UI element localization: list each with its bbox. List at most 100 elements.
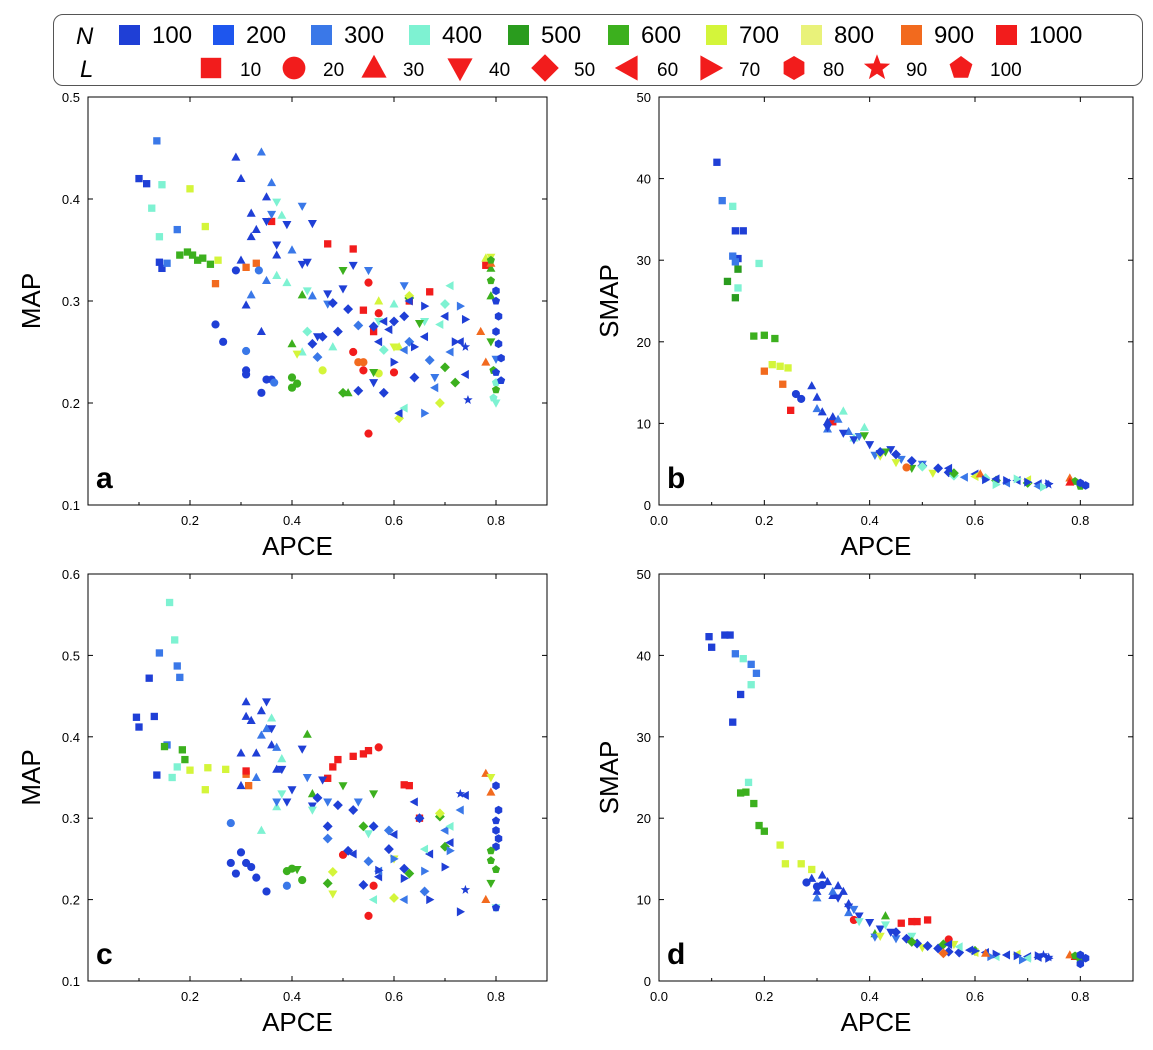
data-point xyxy=(424,849,434,859)
data-point xyxy=(426,895,435,905)
data-point xyxy=(880,921,890,930)
data-point xyxy=(142,180,151,188)
data-point xyxy=(736,789,745,797)
data-point xyxy=(1024,477,1033,487)
data-point xyxy=(327,298,338,308)
legend-n-swatch xyxy=(213,25,234,45)
data-point xyxy=(807,381,817,390)
data-point xyxy=(363,830,374,839)
plot-frame xyxy=(87,573,548,982)
data-point xyxy=(302,326,313,337)
data-point xyxy=(302,287,312,296)
data-point xyxy=(823,417,833,426)
data-point xyxy=(359,358,368,367)
y-tick-label: 0.6 xyxy=(62,567,80,582)
data-point xyxy=(419,844,429,854)
legend-n-swatch xyxy=(801,25,822,45)
data-point xyxy=(812,392,822,401)
legend-triangle-left-icon xyxy=(614,55,638,81)
data-point xyxy=(445,821,454,831)
data-point xyxy=(389,829,398,839)
data-point xyxy=(497,353,505,363)
data-point xyxy=(721,631,729,639)
data-point xyxy=(492,826,500,835)
data-point xyxy=(734,284,742,292)
chart-panel-a: 0.2 0.4 0.6 0.8 0.1 0.2 0.3 0.4 0.5 APCE MAP a xyxy=(0,90,576,575)
data-point xyxy=(865,441,875,450)
data-point xyxy=(353,798,363,807)
data-point xyxy=(823,876,833,886)
data-point xyxy=(817,407,827,416)
data-point xyxy=(781,860,790,868)
data-point xyxy=(329,763,337,771)
data-point xyxy=(318,366,327,375)
data-point xyxy=(153,137,161,145)
data-point xyxy=(838,429,848,438)
data-point xyxy=(277,765,287,775)
x-tick-label: 0.6 xyxy=(966,989,984,1004)
legend-circle-icon xyxy=(282,56,306,80)
x-tick-label: 0.2 xyxy=(755,513,773,528)
data-point xyxy=(242,767,250,775)
legend-n-swatch xyxy=(311,25,332,45)
legend-square-icon xyxy=(200,57,222,79)
data-point xyxy=(328,890,338,899)
data-point xyxy=(1065,477,1075,486)
data-point xyxy=(928,469,938,478)
data-point xyxy=(948,468,959,479)
data-point xyxy=(943,463,953,473)
data-point xyxy=(160,742,169,751)
data-point xyxy=(252,259,260,267)
data-point xyxy=(812,893,822,902)
legend-n-label-300: 300 xyxy=(344,22,384,49)
data-point xyxy=(267,740,277,749)
data-point xyxy=(833,414,843,423)
data-point xyxy=(797,860,805,868)
data-point xyxy=(368,895,378,905)
data-point xyxy=(779,380,787,388)
data-point xyxy=(421,408,430,418)
plot-frame xyxy=(87,96,548,506)
data-point xyxy=(389,299,399,308)
data-point xyxy=(450,377,461,388)
x-axis-label: APCE xyxy=(262,531,333,561)
data-point xyxy=(287,245,297,254)
chart-panel-b: 0.0 0.2 0.4 0.6 0.8 0 10 20 30 40 50 APCE SMAP b xyxy=(576,90,1153,575)
data-point xyxy=(272,798,282,807)
data-point xyxy=(272,241,282,250)
y-tick-label: 10 xyxy=(637,416,651,431)
y-tick-label: 0.1 xyxy=(62,974,80,989)
data-point xyxy=(494,339,503,349)
legend-box: N L 100 200 300 400 500 600 700 800 900 1000 10 20 30 4… xyxy=(53,14,1143,86)
data-point xyxy=(731,227,740,235)
y-tick-label: 0.5 xyxy=(62,648,80,663)
legend-star-icon xyxy=(863,54,891,80)
data-point xyxy=(364,278,373,287)
data-point xyxy=(186,185,194,193)
data-point xyxy=(219,337,228,346)
data-point xyxy=(896,455,906,465)
x-tick-label: 0.8 xyxy=(487,989,505,1004)
data-point xyxy=(491,816,501,825)
data-point xyxy=(865,918,875,928)
legend-n-label-400: 400 xyxy=(442,22,482,49)
data-point xyxy=(854,912,864,921)
data-point xyxy=(318,776,328,785)
data-point xyxy=(324,774,332,782)
data-point xyxy=(267,177,277,187)
data-point xyxy=(374,309,383,318)
data-point xyxy=(875,932,885,941)
data-point xyxy=(307,338,318,349)
data-point xyxy=(797,394,806,404)
data-point xyxy=(486,263,496,272)
data-point xyxy=(353,320,364,331)
data-point xyxy=(363,856,374,867)
data-point xyxy=(486,291,496,300)
data-point xyxy=(322,821,333,832)
data-point xyxy=(173,763,181,771)
legend-n-label: N xyxy=(76,23,94,50)
y-tick-label: 0 xyxy=(644,974,651,989)
data-point xyxy=(991,474,1000,484)
data-point xyxy=(324,240,332,248)
data-point xyxy=(729,718,737,726)
